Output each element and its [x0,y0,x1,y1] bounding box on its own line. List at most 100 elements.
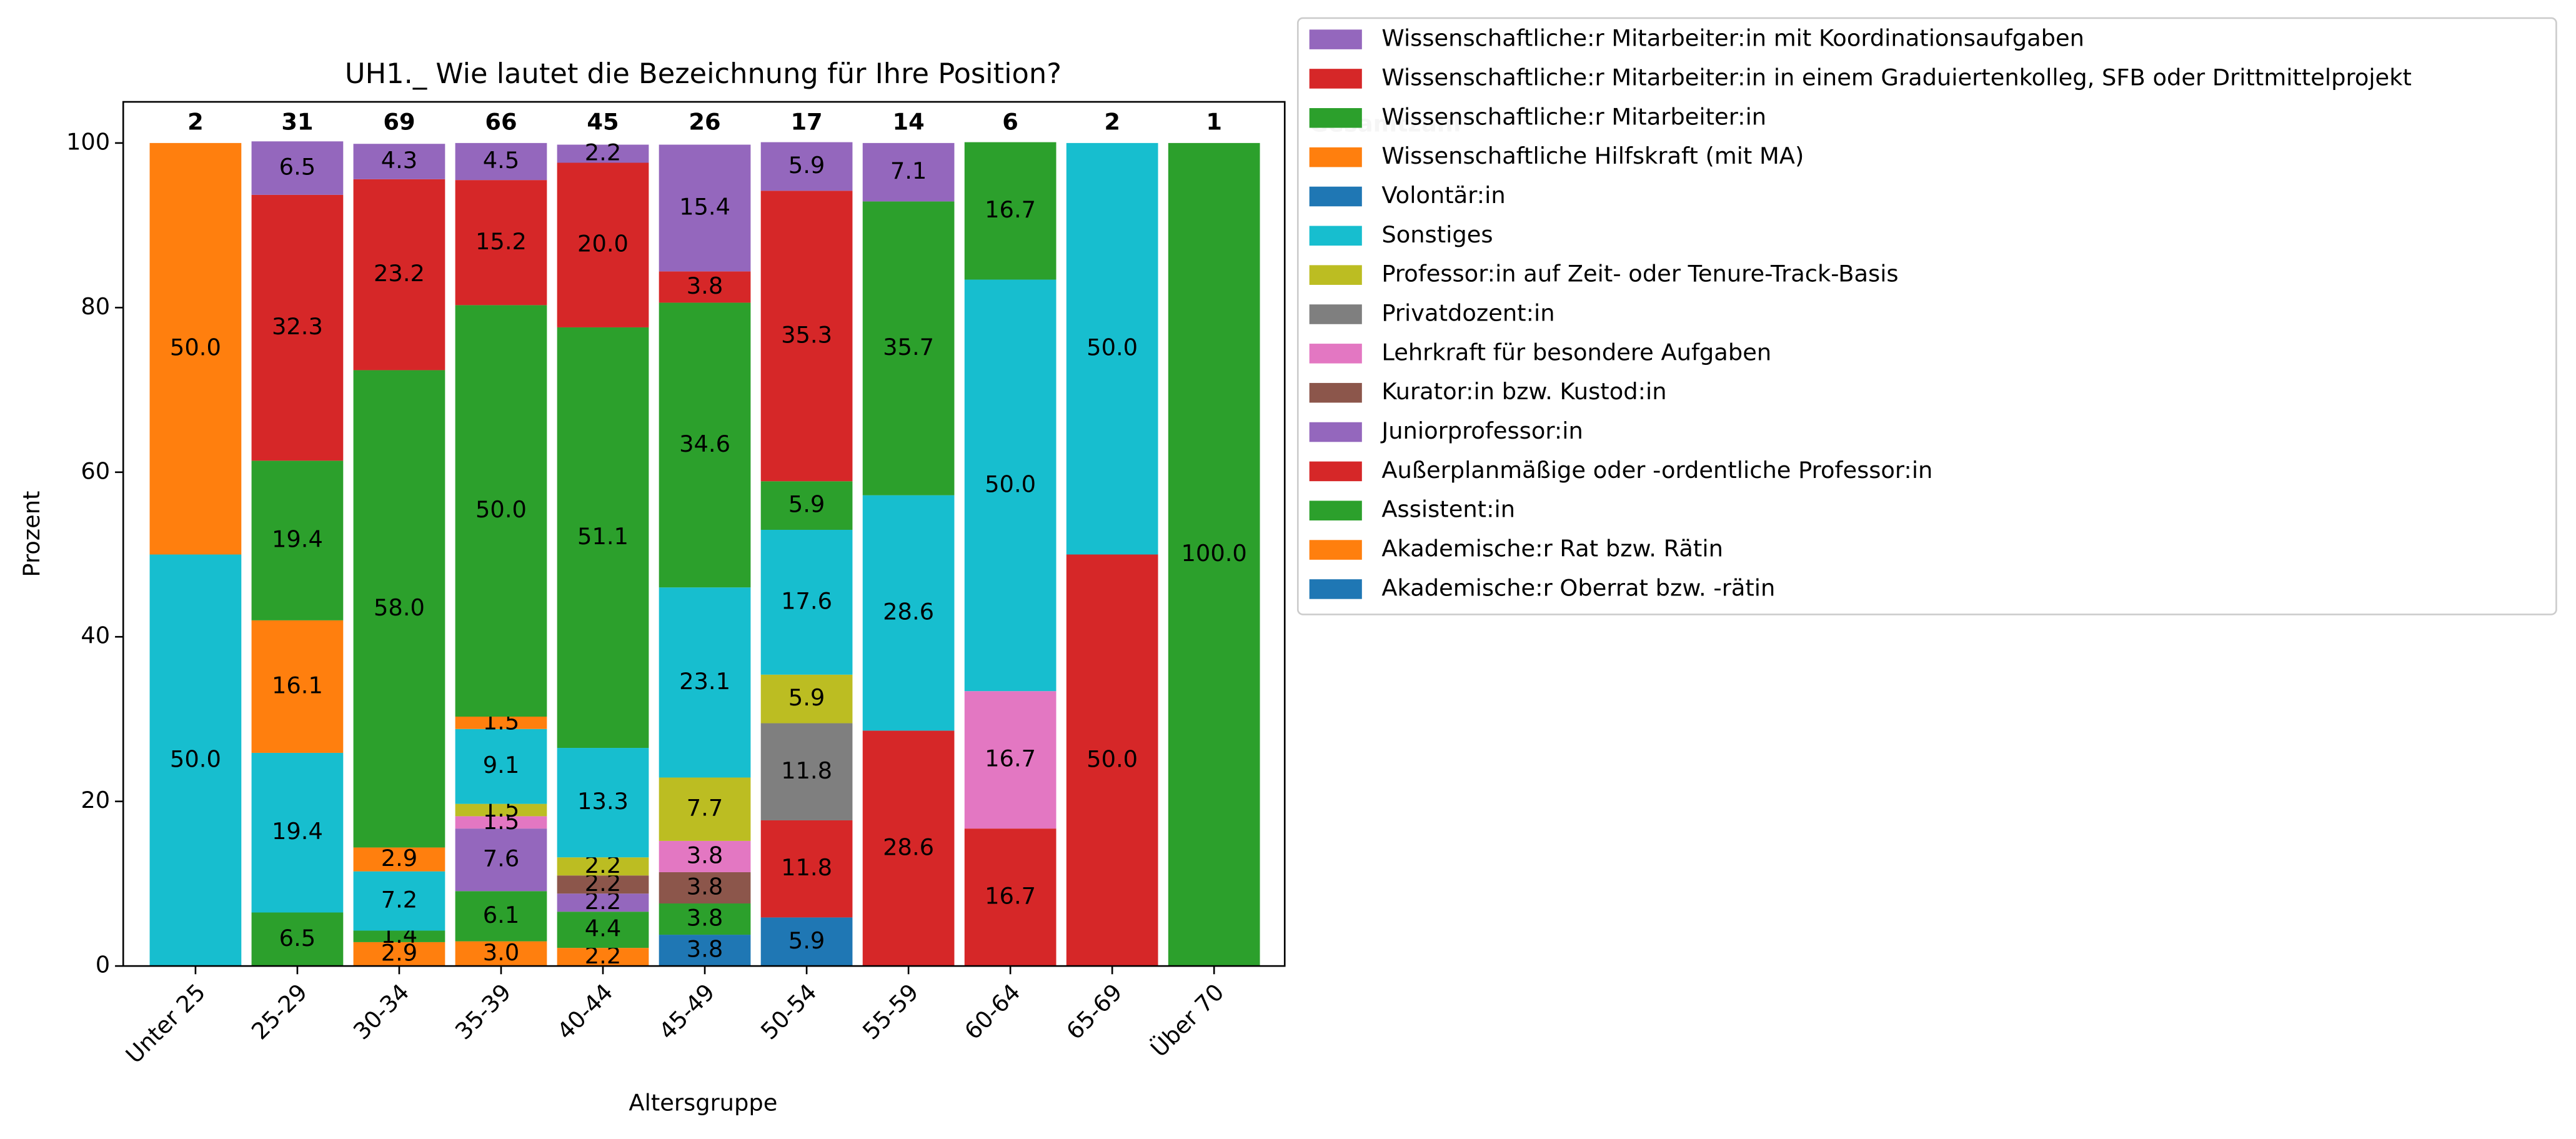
bar-segment [659,872,751,904]
data-label: 3.8 [687,842,724,868]
bar-segment [557,948,649,967]
total-label: 31 [281,109,313,136]
data-label: 50.0 [170,745,221,772]
legend-label: Wissenschaftliche:r Mitarbeiter:in in ei… [1381,64,2412,91]
data-label: 2.9 [381,940,418,967]
bar-segment [251,194,344,461]
bar-segment [964,279,1057,692]
legend: Akademische:r Oberrat bzw. -rätin Akademi… [1309,25,2412,601]
bar-segment [251,752,344,913]
bar-segment [760,723,853,820]
bar-segment [760,674,853,724]
legend-label: Assistent:in [1381,496,1515,523]
total-label: 1 [1206,109,1222,136]
data-label: 2.9 [381,845,418,872]
data-label: 51.1 [577,523,629,550]
data-label: 32.3 [272,313,323,340]
legend-box [1296,17,2557,615]
bar-segment [557,327,649,749]
bar-segment [455,729,547,804]
bar-segment [760,142,853,191]
legend-label: Lehrkraft für besondere Aufgaben [1381,339,1771,366]
data-label: 16.1 [272,672,323,699]
data-label: 16.7 [985,745,1036,772]
data-label: 15.2 [475,228,527,255]
bar-segment [557,162,649,327]
bar-segment [353,370,445,848]
legend-label: Sonstiges [1381,221,1493,248]
data-label: 50.0 [1087,334,1138,361]
data-label: 5.9 [788,491,825,518]
bar-segment [659,840,751,872]
bar-segment [964,828,1057,967]
legend-swatch [1309,226,1362,246]
chart-title: UH1._ Wie lautet die Bezeichnung für Ihr… [345,57,1062,90]
data-label: 17.6 [781,587,832,614]
bar-segment [251,141,344,195]
data-label: 50.0 [170,334,221,361]
legend-swatch [1309,500,1362,521]
bar-segment [760,481,853,530]
legend-swatch [1309,304,1362,324]
bar-segment [862,201,955,495]
bar-segment [1066,142,1158,555]
data-label: 5.9 [788,684,825,711]
legend-swatch [1309,265,1362,285]
data-label: 19.4 [272,818,323,845]
y-tick-label: 60 [81,457,110,484]
bar-segment [557,144,649,163]
bar-segment [251,620,344,753]
y-axis-label: Prozent [18,491,45,577]
data-label: 50.0 [985,470,1036,497]
bar-segment [353,144,445,179]
bar-segment [659,144,751,272]
data-label: 4.5 [483,147,520,174]
bar-segment [862,730,955,967]
bar-segment [149,142,242,555]
bar-segment [455,816,547,829]
bar-segment [659,935,751,967]
data-label: 3.8 [687,272,724,299]
legend-label: Juniorprofessor:in [1380,417,1583,444]
legend-swatch [1309,29,1362,49]
data-label: 3.8 [687,936,724,963]
legend-swatch [1309,382,1362,403]
legend-label: Akademische:r Rat bzw. Rätin [1381,535,1723,562]
bar-segment [455,180,547,306]
bar-segment [455,891,547,942]
bar-segment [862,142,955,202]
data-label: 20.0 [577,231,629,257]
y-tick-label: 20 [81,787,110,813]
bar-segment [557,748,649,858]
data-label: 4.3 [381,147,418,174]
legend-swatch [1309,579,1362,599]
data-label: 7.6 [483,845,520,872]
y-tick-label: 80 [81,293,110,320]
bar-segment [964,142,1057,280]
legend-label: Volontär:in [1381,182,1505,209]
data-label: 16.7 [985,196,1036,223]
legend-label: Privatdozent:in [1381,300,1554,327]
total-label: 26 [689,109,720,136]
data-label: 6.1 [483,902,520,928]
data-label: 5.9 [788,927,825,954]
bar-segment [455,803,547,817]
total-label: 45 [587,109,619,136]
bar-segment [557,893,649,912]
x-axis-label: Altersgruppe [629,1089,777,1116]
bar-segment [557,875,649,894]
bar-segment [557,857,649,876]
data-label: 13.3 [577,788,629,815]
bar-segment [659,302,751,588]
legend-swatch [1309,69,1362,89]
total-label: 2 [1104,109,1120,136]
legend-swatch [1309,461,1362,482]
legend-label: Außerplanmäßige oder -ordentliche Profes… [1381,457,1932,484]
y-tick-label: 0 [96,952,110,978]
legend-label: Akademische:r Oberrat bzw. -rätin [1381,574,1775,601]
legend-swatch [1309,186,1362,207]
data-label: 7.7 [687,795,724,822]
axes-frame [122,101,1286,967]
